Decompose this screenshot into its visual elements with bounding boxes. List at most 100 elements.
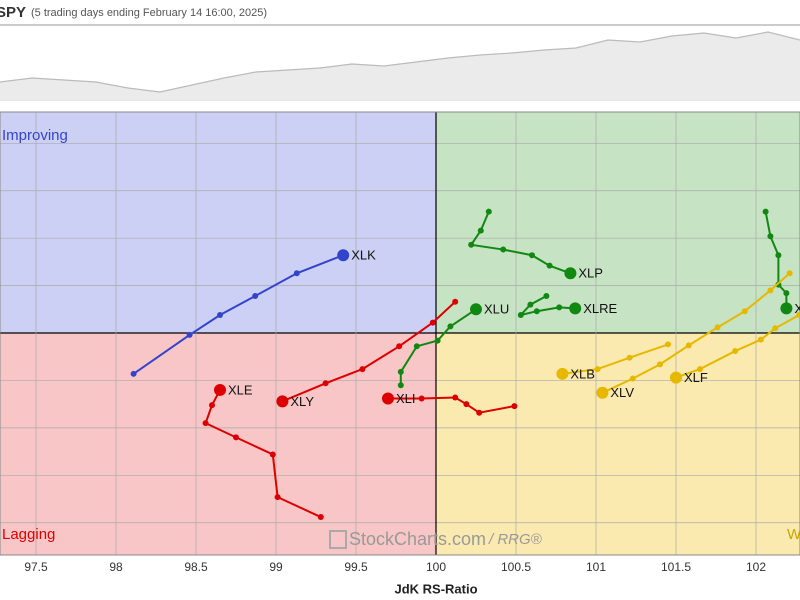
watermark-logo: [329, 530, 347, 549]
head-point: [569, 302, 582, 315]
tail-point: [657, 361, 663, 368]
tail-line: [282, 300, 456, 403]
x-tick-label: 97.5: [24, 560, 48, 574]
tail-line: [601, 272, 791, 394]
series-label: XLV: [610, 385, 634, 400]
head-point: [382, 392, 394, 405]
head-point: [276, 395, 289, 408]
quadrant-leading: [436, 112, 800, 334]
quadrant-label: Improving: [2, 127, 68, 144]
head-point: [780, 302, 793, 315]
watermark: / RRG®: [488, 531, 543, 548]
series-label: XLC: [794, 301, 800, 316]
tail-line: [562, 343, 669, 375]
series-label: XLK: [351, 248, 376, 263]
head-point: [214, 383, 226, 396]
quadrant-label: Lagging: [2, 526, 55, 543]
tail-point: [413, 343, 420, 350]
tail-point: [732, 348, 739, 355]
tail-point: [397, 382, 404, 389]
tail-point: [269, 451, 276, 458]
tail-point: [274, 494, 281, 501]
x-tick-label: 101.5: [661, 560, 691, 574]
quadrant-lagging: [0, 333, 436, 555]
tail-point: [626, 354, 633, 361]
tail-point: [452, 394, 459, 401]
tail-point: [697, 366, 703, 373]
tail-line: [675, 314, 800, 379]
tail-point: [629, 375, 636, 382]
price-area: [0, 32, 800, 101]
tail-point: [217, 312, 223, 319]
tail-point: [533, 308, 540, 315]
x-tick-label: 101: [586, 560, 606, 574]
price-line: [0, 31, 800, 93]
x-axis-title: JdK RS-Ratio: [394, 581, 477, 596]
tail-point: [293, 270, 300, 277]
quadrant-improving: [0, 112, 436, 334]
series-label: XLP: [578, 266, 603, 281]
tail-point: [757, 336, 764, 343]
tail-point: [665, 341, 671, 348]
tail-point: [511, 403, 518, 410]
tail-line: [388, 396, 515, 414]
tail-point: [317, 514, 324, 521]
tail-point: [517, 312, 524, 319]
watermark: StockCharts.com: [349, 529, 486, 549]
tail-point: [463, 401, 470, 408]
tail-point: [546, 262, 553, 269]
tail-point: [397, 368, 404, 375]
head-point: [596, 386, 609, 399]
tail-point: [556, 304, 563, 311]
tail-line: [133, 254, 344, 375]
tail-point: [775, 252, 782, 259]
x-tick-label: 100: [426, 560, 446, 574]
x-tick-label: 102: [746, 560, 766, 574]
tail-point: [767, 287, 774, 294]
tail-point: [767, 233, 774, 240]
series-label: XLB: [570, 366, 595, 381]
tail-point: [130, 370, 137, 377]
tail-point: [762, 208, 769, 215]
tail-point: [434, 337, 441, 344]
tail-point: [786, 270, 793, 277]
tail-point: [452, 298, 459, 305]
tail-point: [485, 208, 492, 215]
tail-point: [359, 366, 366, 373]
tail-point: [783, 290, 790, 297]
tail-point: [796, 312, 800, 319]
quadrant-weakening: [436, 333, 800, 555]
tail-point: [772, 325, 779, 332]
tail-point: [500, 246, 507, 253]
tail-point: [418, 395, 425, 402]
tail-point: [594, 366, 601, 373]
plot-border: [0, 111, 800, 556]
x-tick-label: 98: [109, 560, 123, 574]
tail-point: [529, 252, 535, 259]
tail-point: [527, 301, 534, 308]
subtitle: (5 trading days ending February 14 16:00…: [31, 7, 267, 19]
tail-point: [396, 343, 403, 350]
series-label: XLU: [484, 302, 509, 317]
series-label: XLE: [228, 382, 253, 397]
x-tick-label: 98.5: [184, 560, 208, 574]
tail-point: [202, 420, 209, 427]
tail-point: [209, 402, 215, 409]
series-label: XLI: [396, 391, 416, 406]
tail-point: [543, 293, 550, 300]
tail-point: [252, 293, 259, 300]
tail-point: [468, 241, 475, 248]
tail-point: [741, 308, 748, 315]
tail-point: [685, 342, 692, 349]
tail-point: [477, 227, 484, 234]
x-tick-label: 99: [269, 560, 283, 574]
tail-point: [233, 434, 239, 441]
tail-point: [714, 324, 721, 331]
tail-point: [447, 323, 454, 330]
x-tick-label: 99.5: [344, 560, 368, 574]
series-label: XLY: [290, 394, 314, 409]
title: SPY: [0, 4, 26, 21]
series-label: XLRE: [583, 301, 617, 316]
